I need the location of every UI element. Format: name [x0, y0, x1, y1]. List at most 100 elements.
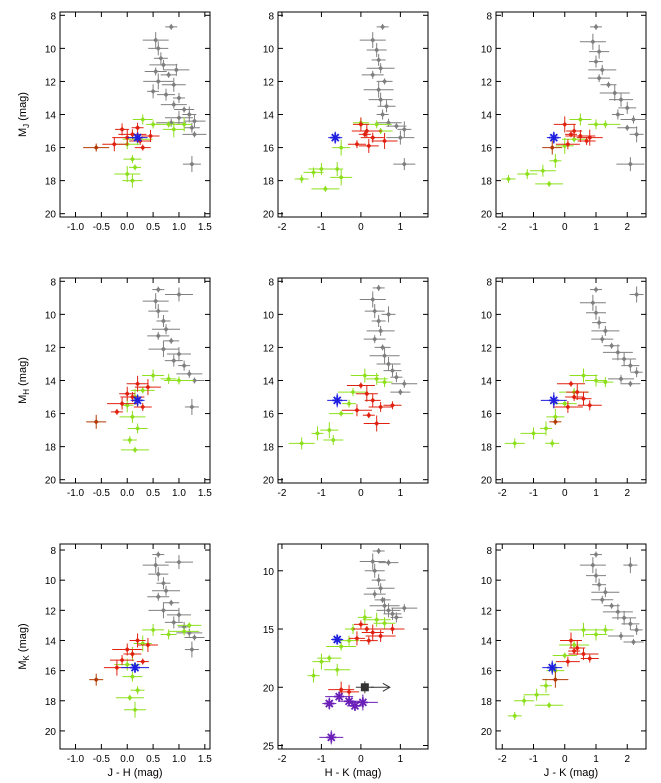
- plot-frame: [277, 543, 429, 750]
- x-tick-label: 0.0: [120, 488, 134, 499]
- data-point: [129, 394, 136, 400]
- data-point: [349, 700, 360, 711]
- data-point: [574, 389, 580, 395]
- data-point: [381, 620, 388, 626]
- data-point: [615, 349, 621, 355]
- data-point: [552, 419, 558, 425]
- data-point: [354, 141, 360, 147]
- data-point: [401, 126, 407, 132]
- y-tick-label: 10: [481, 310, 493, 321]
- data-point: [543, 683, 549, 689]
- data-point: [129, 674, 136, 680]
- data-point: [338, 174, 344, 180]
- data-point: [512, 440, 518, 446]
- data-point: [191, 377, 198, 384]
- x-tick-label: -2: [277, 488, 286, 499]
- data-point: [119, 401, 125, 407]
- data-point: [630, 639, 637, 645]
- y-tick-label: 16: [263, 144, 275, 155]
- data-point: [381, 138, 388, 144]
- data-point: [393, 614, 400, 620]
- y-tick-label: 8: [50, 11, 56, 22]
- data-point: [385, 361, 392, 367]
- data-point: [609, 343, 615, 349]
- data-point: [93, 677, 99, 683]
- data-point: [512, 713, 518, 719]
- data-point: [119, 657, 125, 663]
- data-point: [605, 82, 612, 88]
- y-tick-label: 10: [45, 44, 57, 55]
- data-point: [310, 673, 317, 679]
- data-point: [577, 116, 583, 123]
- data-point: [132, 447, 138, 453]
- data-point: [176, 612, 182, 618]
- data-point: [326, 655, 332, 661]
- y-tick-label: 18: [45, 697, 57, 708]
- y-tick-label: 14: [263, 111, 275, 122]
- data-point: [155, 45, 161, 51]
- x-tick-label: -2: [498, 222, 507, 233]
- data-point: [362, 131, 368, 137]
- data-point: [571, 128, 577, 134]
- data-point: [374, 376, 380, 382]
- data-point: [366, 638, 372, 644]
- data-point: [381, 603, 388, 609]
- x-tick-label: 0.0: [120, 754, 134, 765]
- y-tick-label: 20: [263, 210, 275, 221]
- data-point: [189, 161, 195, 167]
- y-tick-label: 12: [481, 343, 493, 354]
- data-point: [166, 631, 172, 638]
- data-point: [596, 582, 602, 588]
- y-tick-label: 18: [481, 443, 493, 454]
- data-point: [381, 379, 388, 385]
- data-point: [191, 131, 198, 137]
- data-point: [124, 391, 130, 397]
- data-point: [191, 118, 198, 124]
- x-tick-label: 0.5: [146, 222, 160, 233]
- data-point: [615, 609, 621, 615]
- data-point: [568, 637, 574, 644]
- data-point: [385, 607, 392, 613]
- data-point: [171, 101, 177, 108]
- y-tick-label: 20: [481, 476, 493, 487]
- data-point: [171, 619, 177, 625]
- data-point: [618, 376, 624, 382]
- x-tick-label: 0: [562, 488, 568, 499]
- y-tick-label: 10: [481, 576, 493, 587]
- data-point: [150, 372, 156, 379]
- data-point: [621, 615, 627, 621]
- data-point: [150, 88, 156, 94]
- y-tick-label: 18: [481, 697, 493, 708]
- y-tick-label: 20: [263, 476, 275, 487]
- data-point: [362, 614, 368, 620]
- data-point: [189, 646, 195, 653]
- data-point: [370, 296, 376, 303]
- data-point: [129, 414, 136, 420]
- data-point: [590, 300, 596, 306]
- data-point: [562, 652, 568, 659]
- data-point: [360, 683, 369, 692]
- data-point: [627, 381, 633, 387]
- x-tick-label: -1: [317, 754, 326, 765]
- y-tick-label: 12: [45, 77, 57, 88]
- data-point: [140, 116, 146, 123]
- x-tick-label: 1.5: [198, 488, 212, 499]
- data-point: [330, 132, 341, 143]
- data-point: [132, 164, 138, 171]
- data-point: [166, 72, 172, 78]
- data-point: [397, 389, 403, 395]
- data-point: [571, 136, 577, 142]
- x-tick-label: 1.0: [172, 222, 186, 233]
- data-point: [602, 121, 608, 128]
- data-point: [596, 49, 602, 55]
- x-tick-label: -0.5: [93, 754, 111, 765]
- data-point: [124, 171, 130, 177]
- x-tick-label: 0.0: [120, 222, 134, 233]
- x-tick-label: 0: [358, 222, 364, 233]
- data-point: [618, 97, 624, 103]
- y-tick-label: 14: [481, 377, 493, 388]
- data-point: [624, 125, 630, 131]
- data-point: [376, 57, 382, 63]
- data-point: [401, 381, 407, 387]
